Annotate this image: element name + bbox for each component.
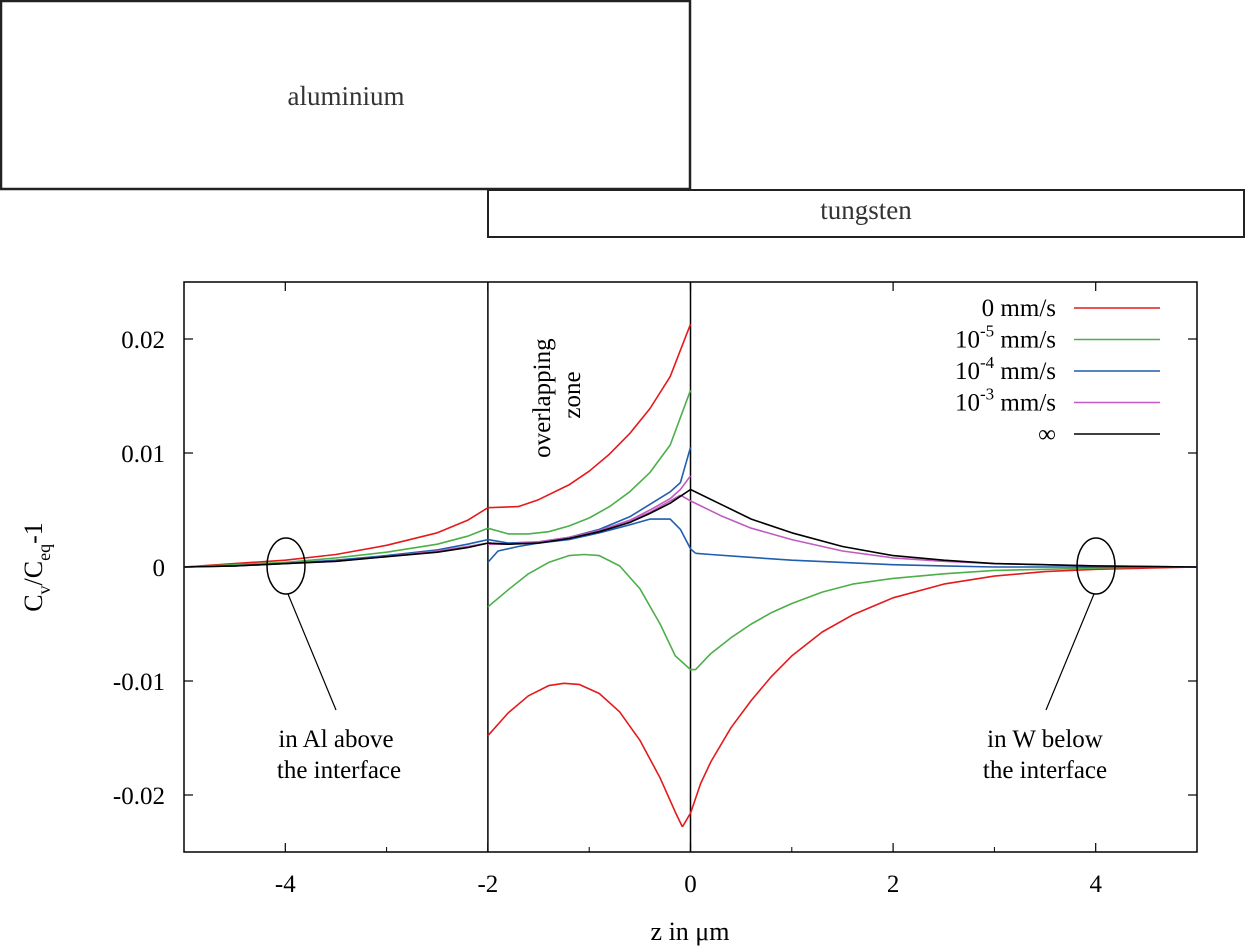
right-ellipse (1076, 537, 1116, 595)
interface-lines (487, 282, 692, 852)
aluminium-box (0, 0, 692, 191)
zone-label-line2: zone (559, 371, 586, 418)
series-line (487, 488, 691, 546)
y-axis-label: Cv/Ceq-1 (19, 522, 54, 612)
left-annotation-line2: the interface (277, 757, 401, 784)
x-tick-label: 4 (1089, 871, 1102, 898)
y-tick-label: 0.02 (121, 327, 165, 354)
aluminium-label: aluminium (288, 81, 405, 111)
legend-label: 10-4 mm/s (955, 353, 1056, 385)
series-line (487, 447, 692, 544)
right-pointer-line (1045, 593, 1095, 711)
tungsten-box (487, 189, 1245, 238)
series-line (695, 552, 1197, 568)
legend-base: 10 (955, 390, 980, 417)
left-annotation-line1: in Al above (278, 726, 393, 753)
y-tick-label: -0.01 (113, 669, 165, 696)
series-line (681, 566, 1198, 828)
zone-label: overlapping zone (529, 332, 586, 458)
legend-exponent: -5 (980, 322, 994, 341)
series-line (183, 538, 489, 568)
legend-base: 10 (955, 327, 980, 354)
series-line (183, 507, 489, 568)
y-tick-label: -0.02 (113, 783, 165, 810)
y-tick-label: 0 (153, 555, 166, 582)
x-tick-label: 0 (684, 871, 697, 898)
axis-ticks: -4 -2 0 2 4 -0.02 -0.01 0 0.01 0.02 (113, 282, 1198, 898)
left-pointer-line (287, 593, 337, 711)
legend-label: 0 mm/s (982, 295, 1056, 322)
legend-label: 10-3 mm/s (955, 385, 1056, 417)
legend-base: ∞ (1038, 421, 1056, 448)
x-tick-label: -4 (275, 871, 296, 898)
series-line (487, 390, 692, 535)
left-ellipse (266, 537, 306, 595)
tungsten-label: tungsten (820, 195, 912, 225)
right-annotation-line2: the interface (983, 757, 1107, 784)
series-line (684, 566, 1197, 671)
y-tick-label: 0.01 (121, 441, 165, 468)
legend: 0 mm/s10-5 mm/s10-4 mm/s10-3 mm/s∞ (955, 295, 1160, 448)
x-tick-label: -2 (477, 871, 498, 898)
series-line (183, 527, 489, 568)
x-axis-label: z in μm (651, 917, 730, 946)
series-line (487, 682, 684, 828)
legend-exponent: -4 (980, 353, 995, 372)
series-line (487, 323, 692, 509)
legend-base: 10 (955, 358, 980, 385)
material-diagram: aluminium tungsten (0, 0, 1245, 238)
annotations: in Al above the interface in W below the… (266, 537, 1116, 784)
legend-label: ∞ (1038, 421, 1056, 448)
legend-exponent: -3 (980, 385, 994, 404)
series-line (690, 488, 1198, 568)
legend-unit: mm/s (994, 295, 1056, 322)
series-line (487, 553, 686, 666)
legend-unit: mm/s (994, 327, 1056, 354)
series-line (680, 494, 1198, 568)
right-annotation-line1: in W below (987, 726, 1103, 753)
series-line (487, 518, 697, 563)
legend-base: 0 (982, 295, 995, 322)
series-line (183, 542, 489, 568)
legend-unit: mm/s (994, 390, 1056, 417)
x-tick-label: 2 (887, 871, 900, 898)
curves (183, 323, 1198, 828)
legend-unit: mm/s (994, 358, 1056, 385)
legend-label: 10-5 mm/s (955, 322, 1056, 354)
zone-label-line1: overlapping (529, 338, 556, 458)
